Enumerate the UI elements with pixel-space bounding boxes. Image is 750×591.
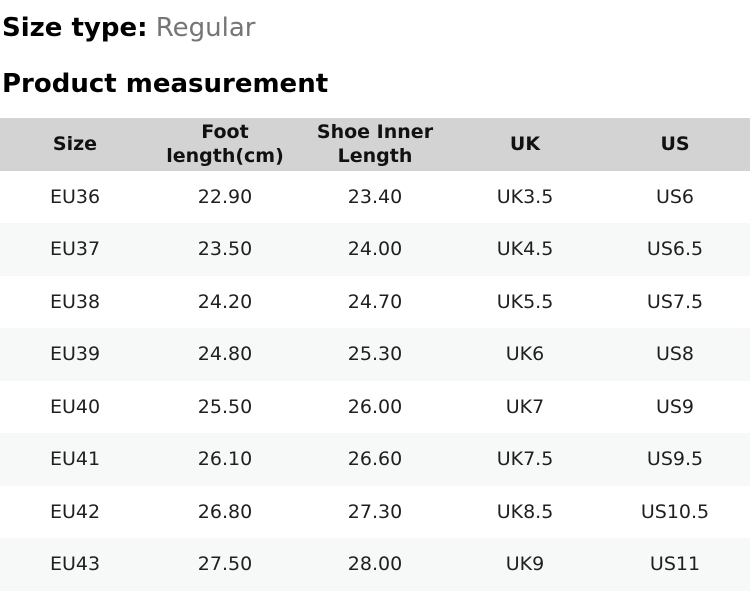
- us-size-cell: US9: [655, 395, 695, 418]
- size-cell: EU41: [49, 448, 101, 471]
- table-row: EU37 23.50 24.00 UK4.5 US6.5: [0, 223, 750, 276]
- shoe-inner-length-cell: 24.70: [347, 290, 403, 313]
- size-cell: EU42: [49, 500, 101, 523]
- table-header-row: Size Foot length(cm) Shoe Inner Length U…: [0, 118, 750, 171]
- table-row: EU43 27.50 28.00 UK9 US11: [0, 538, 750, 591]
- section-title: Product measurement: [2, 69, 329, 99]
- table-row: EU36 22.90 23.40 UK3.5 US6: [0, 170, 750, 224]
- us-size-cell: US7.5: [646, 290, 704, 313]
- shoe-inner-length-cell: 27.30: [347, 500, 403, 523]
- shoe-inner-length-cell: 28.00: [347, 553, 403, 576]
- foot-length-cell: 22.90: [197, 185, 253, 208]
- size-cell: EU38: [49, 290, 101, 313]
- shoe-inner-length-cell: 25.30: [347, 343, 403, 366]
- foot-length-cell: 23.50: [197, 238, 253, 261]
- product-measurement-table: Size Foot length(cm) Shoe Inner Length U…: [0, 118, 750, 591]
- size-type-row: Size type: Regular: [0, 0, 750, 44]
- column-header-uk: UK: [509, 133, 541, 156]
- uk-size-cell: UK7: [505, 395, 545, 418]
- uk-size-cell: UK5.5: [496, 290, 554, 313]
- shoe-inner-length-cell: 26.00: [347, 395, 403, 418]
- uk-size-cell: UK8.5: [496, 500, 554, 523]
- uk-size-cell: UK9: [505, 553, 545, 576]
- foot-length-cell: 24.80: [197, 343, 253, 366]
- table-row: EU40 25.50 26.00 UK7 US9: [0, 380, 750, 434]
- size-cell: EU39: [49, 343, 101, 366]
- table-row: EU39 24.80 25.30 UK6 US8: [0, 328, 750, 381]
- shoe-inner-length-cell: 26.60: [347, 448, 403, 471]
- uk-size-cell: UK3.5: [496, 185, 554, 208]
- size-type-label: Size type:: [2, 13, 148, 43]
- table-row: EU41 26.10 26.60 UK7.5 US9.5: [0, 433, 750, 486]
- us-size-cell: US6.5: [646, 238, 704, 261]
- uk-size-cell: UK4.5: [496, 238, 554, 261]
- size-cell: EU36: [49, 185, 101, 208]
- foot-length-cell: 25.50: [197, 395, 253, 418]
- table-row: EU42 26.80 27.30 UK8.5 US10.5: [0, 485, 750, 539]
- table-row: EU38 24.20 24.70 UK5.5 US7.5: [0, 275, 750, 329]
- size-cell: EU37: [49, 238, 101, 261]
- column-header-size: Size: [52, 133, 98, 156]
- us-size-cell: US10.5: [640, 500, 710, 523]
- foot-length-cell: 27.50: [197, 553, 253, 576]
- column-header-foot-length: Foot length(cm): [166, 121, 284, 168]
- foot-length-cell: 26.10: [197, 448, 253, 471]
- foot-length-cell: 24.20: [197, 290, 253, 313]
- size-cell: EU43: [49, 553, 101, 576]
- us-size-cell: US6: [655, 185, 695, 208]
- us-size-cell: US8: [655, 343, 695, 366]
- us-size-cell: US11: [649, 553, 701, 576]
- uk-size-cell: UK7.5: [496, 448, 554, 471]
- shoe-inner-length-cell: 24.00: [347, 238, 403, 261]
- size-type-value: Regular: [155, 13, 256, 43]
- shoe-inner-length-cell: 23.40: [347, 185, 403, 208]
- column-header-shoe-inner-length: Shoe Inner Length: [316, 121, 434, 168]
- column-header-us: US: [660, 133, 690, 156]
- foot-length-cell: 26.80: [197, 500, 253, 523]
- us-size-cell: US9.5: [646, 448, 704, 471]
- uk-size-cell: UK6: [505, 343, 545, 366]
- size-cell: EU40: [49, 395, 101, 418]
